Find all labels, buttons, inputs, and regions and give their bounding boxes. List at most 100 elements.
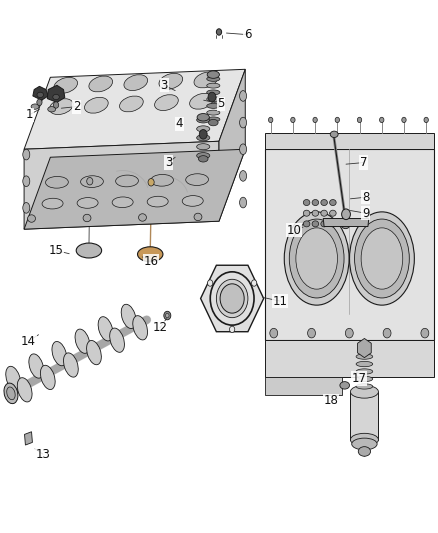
Ellipse shape [284, 212, 349, 305]
Ellipse shape [312, 221, 319, 227]
Ellipse shape [230, 326, 235, 333]
Ellipse shape [110, 328, 124, 352]
Text: 6: 6 [244, 28, 251, 41]
Ellipse shape [329, 210, 336, 216]
Ellipse shape [330, 131, 338, 138]
Ellipse shape [356, 354, 373, 359]
Text: 14: 14 [21, 335, 36, 348]
Ellipse shape [76, 243, 102, 258]
Ellipse shape [358, 447, 371, 456]
Ellipse shape [83, 214, 91, 222]
Text: 18: 18 [323, 394, 338, 407]
Ellipse shape [356, 384, 373, 389]
Ellipse shape [190, 93, 213, 109]
Ellipse shape [207, 103, 220, 108]
Polygon shape [24, 69, 245, 149]
Ellipse shape [197, 114, 209, 121]
Ellipse shape [194, 72, 218, 88]
Ellipse shape [356, 369, 373, 374]
Ellipse shape [335, 117, 339, 123]
Ellipse shape [53, 102, 59, 108]
Ellipse shape [303, 221, 310, 227]
Ellipse shape [303, 199, 310, 206]
Ellipse shape [352, 438, 377, 450]
Ellipse shape [240, 171, 247, 181]
Ellipse shape [197, 126, 210, 132]
Ellipse shape [313, 117, 317, 123]
Ellipse shape [207, 76, 220, 82]
Ellipse shape [240, 91, 247, 101]
Text: 3: 3 [161, 79, 168, 92]
Ellipse shape [198, 156, 208, 162]
Ellipse shape [40, 365, 55, 390]
Ellipse shape [356, 361, 373, 367]
Ellipse shape [340, 382, 350, 389]
Ellipse shape [342, 209, 350, 220]
Ellipse shape [28, 215, 35, 222]
Polygon shape [357, 338, 371, 358]
Ellipse shape [383, 328, 391, 338]
Polygon shape [33, 86, 48, 100]
Ellipse shape [199, 130, 207, 139]
Polygon shape [265, 340, 434, 377]
Ellipse shape [207, 96, 220, 102]
Ellipse shape [197, 152, 210, 159]
Ellipse shape [424, 117, 428, 123]
Ellipse shape [296, 228, 337, 289]
Ellipse shape [124, 75, 148, 91]
Ellipse shape [120, 96, 143, 112]
Ellipse shape [23, 149, 30, 160]
Ellipse shape [81, 176, 103, 188]
Text: 9: 9 [362, 207, 370, 220]
Polygon shape [24, 141, 219, 229]
Ellipse shape [64, 353, 78, 377]
Polygon shape [24, 149, 245, 229]
Ellipse shape [194, 213, 202, 221]
Polygon shape [265, 133, 434, 149]
Polygon shape [25, 432, 32, 445]
Ellipse shape [85, 98, 108, 113]
Ellipse shape [197, 117, 210, 123]
Ellipse shape [49, 99, 73, 115]
Ellipse shape [29, 354, 44, 378]
Text: 1: 1 [26, 108, 34, 121]
Ellipse shape [87, 177, 93, 185]
Ellipse shape [350, 433, 378, 446]
Text: 8: 8 [362, 191, 369, 204]
Text: 11: 11 [273, 295, 288, 308]
Ellipse shape [289, 219, 344, 298]
Ellipse shape [48, 107, 56, 112]
Ellipse shape [98, 317, 113, 341]
Polygon shape [265, 149, 434, 340]
Text: 17: 17 [352, 372, 367, 385]
Polygon shape [219, 69, 245, 221]
Polygon shape [47, 85, 65, 102]
Ellipse shape [133, 316, 148, 340]
Ellipse shape [37, 99, 42, 106]
Ellipse shape [208, 92, 216, 102]
Ellipse shape [350, 212, 414, 305]
Ellipse shape [197, 144, 210, 150]
Text: 15: 15 [49, 244, 64, 257]
Ellipse shape [354, 219, 409, 298]
Text: 3: 3 [165, 156, 172, 169]
Ellipse shape [31, 104, 39, 109]
Ellipse shape [220, 284, 244, 313]
Ellipse shape [356, 376, 373, 382]
Text: 4: 4 [176, 117, 184, 130]
Ellipse shape [164, 311, 171, 320]
Ellipse shape [23, 203, 30, 213]
Ellipse shape [421, 328, 429, 338]
Ellipse shape [151, 174, 173, 186]
Text: 5: 5 [218, 98, 225, 110]
Ellipse shape [207, 110, 220, 115]
Ellipse shape [207, 83, 220, 88]
Ellipse shape [4, 383, 18, 403]
Ellipse shape [303, 210, 310, 216]
Ellipse shape [321, 221, 328, 227]
Ellipse shape [208, 119, 218, 126]
Ellipse shape [380, 117, 384, 123]
Ellipse shape [186, 174, 208, 185]
Ellipse shape [18, 378, 32, 402]
Ellipse shape [240, 117, 247, 128]
